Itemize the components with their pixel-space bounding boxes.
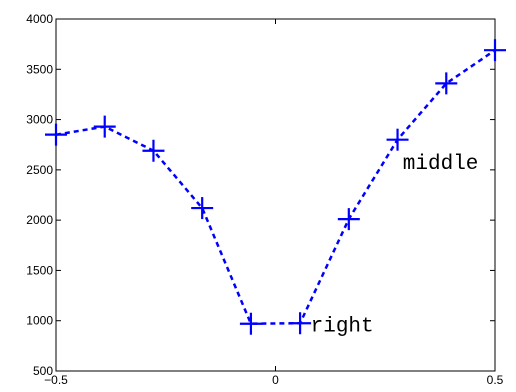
- data-point: [45, 123, 67, 146]
- data-point: [93, 115, 116, 138]
- data-point: [191, 197, 214, 220]
- y-tick-label: 1000: [26, 314, 53, 328]
- data-point: [239, 312, 262, 335]
- annotations: right middle: [311, 153, 479, 339]
- x-tick-label: 0.5: [487, 373, 504, 387]
- data-point: [289, 312, 312, 335]
- y-tick-label: 2500: [26, 163, 53, 177]
- series-group: [45, 39, 506, 335]
- annotation-middle: middle: [403, 153, 479, 176]
- x-tick-label: −0.5: [44, 373, 68, 387]
- data-point: [142, 139, 165, 162]
- y-tick-label: 1500: [26, 263, 53, 277]
- data-point: [435, 72, 458, 95]
- x-tick-label: 0: [272, 373, 279, 387]
- data-point: [337, 208, 360, 231]
- y-tick-label: 4000: [26, 12, 53, 26]
- annotation-right: right: [311, 316, 374, 339]
- y-tick-label: 2000: [26, 213, 53, 227]
- y-tick-label: 3500: [26, 62, 53, 76]
- plot-area: [55, 18, 496, 372]
- data-point: [386, 128, 409, 151]
- y-tick-label: 3000: [26, 113, 53, 127]
- series-line: [55, 49, 496, 325]
- data-point: [484, 39, 506, 62]
- y-tick-label: 500: [33, 364, 53, 378]
- axis-ticks: −0.5 0 0.5 500 1000 1500 2000 2500 3000 3500 4000: [26, 12, 503, 387]
